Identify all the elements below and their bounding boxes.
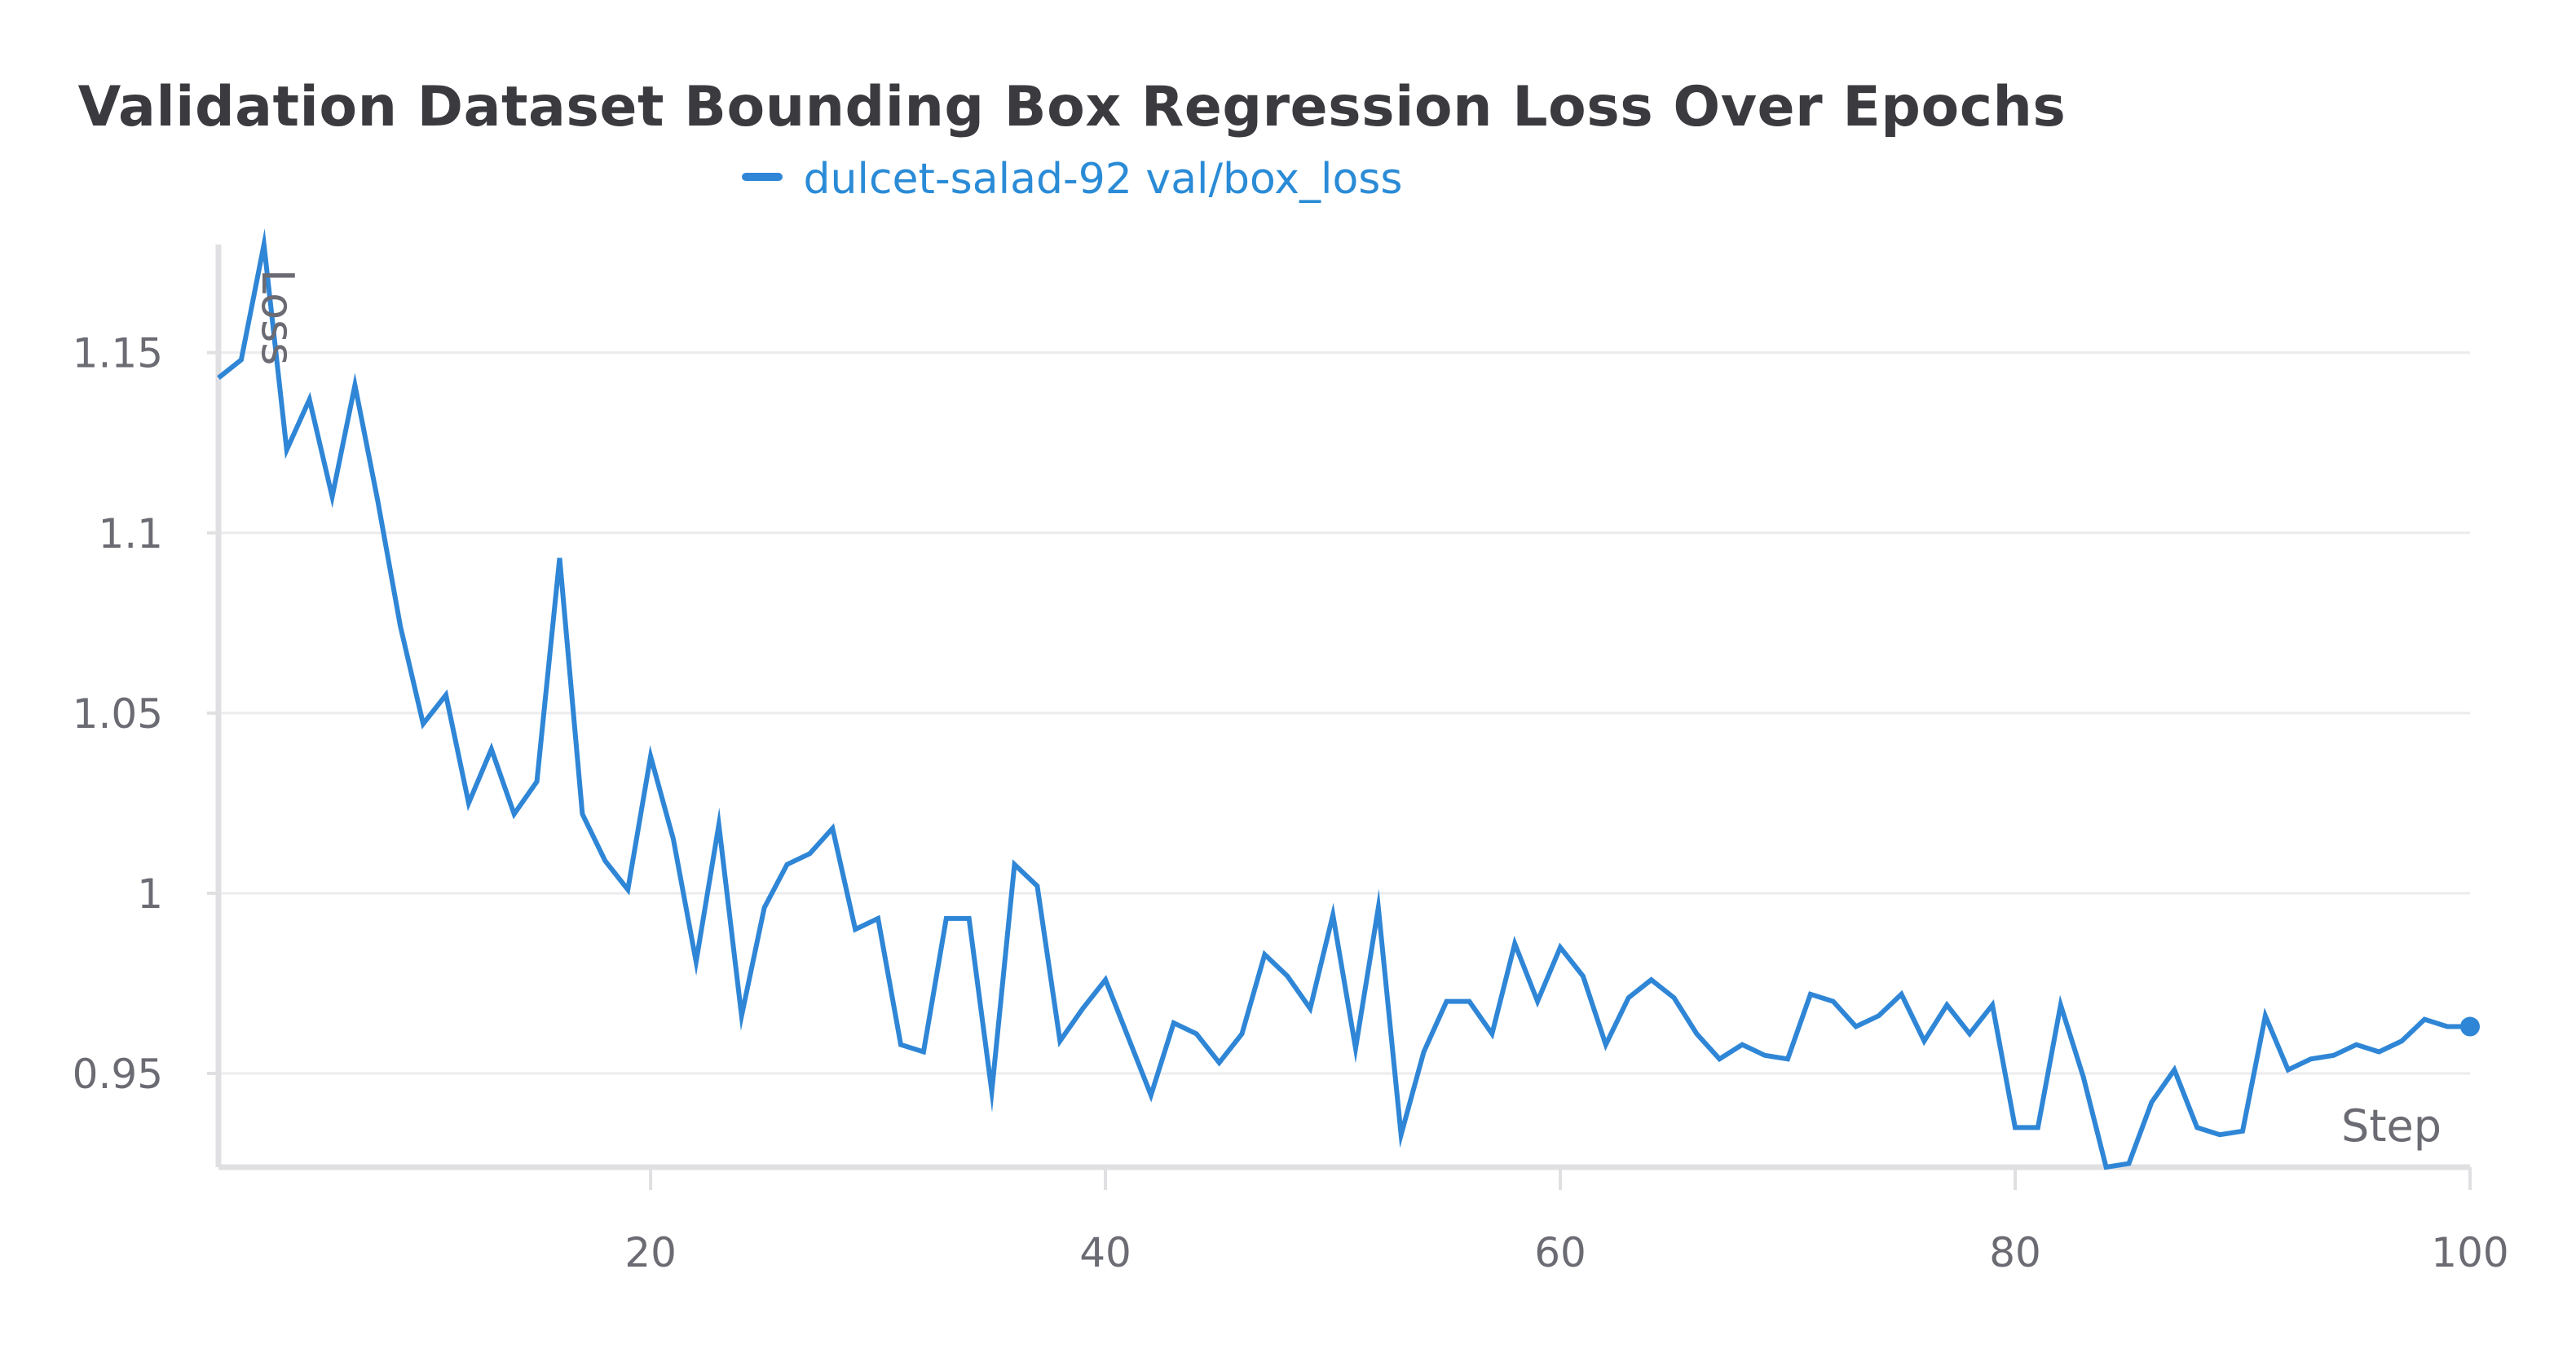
y-tick-label: 1.05 bbox=[73, 690, 163, 738]
x-tick-label: 100 bbox=[2431, 1229, 2508, 1276]
series-line[interactable] bbox=[217, 228, 2470, 1170]
y-tick-label: 1.15 bbox=[73, 330, 163, 377]
y-tick-label: 0.95 bbox=[73, 1051, 163, 1098]
axes bbox=[215, 245, 2470, 1170]
legend[interactable]: dulcet-salad-92 val/box_loss bbox=[0, 155, 2144, 204]
series-endpoint[interactable] bbox=[2460, 1016, 2480, 1037]
tick-labels: 0.95 1 1.05 1.1 1.15 20 40 60 80 100 bbox=[73, 330, 2509, 1276]
x-tick-label: 80 bbox=[1989, 1229, 2041, 1276]
series bbox=[217, 228, 2480, 1170]
chart-title: Validation Dataset Bounding Box Regressi… bbox=[77, 75, 2067, 139]
legend-label: dulcet-salad-92 val/box_loss bbox=[803, 155, 1403, 204]
x-tick-label: 60 bbox=[1534, 1229, 1586, 1276]
y-tick-label: 1 bbox=[137, 870, 163, 918]
grid-lines bbox=[218, 351, 2470, 1075]
x-axis-title: Step bbox=[2341, 1100, 2441, 1152]
x-tick-label: 40 bbox=[1079, 1229, 1131, 1276]
x-tick-label: 20 bbox=[624, 1229, 677, 1276]
y-axis-title: Loss bbox=[252, 269, 303, 365]
y-tick-label: 1.1 bbox=[98, 510, 163, 558]
ticks bbox=[207, 350, 2472, 1190]
legend-swatch bbox=[741, 173, 783, 181]
